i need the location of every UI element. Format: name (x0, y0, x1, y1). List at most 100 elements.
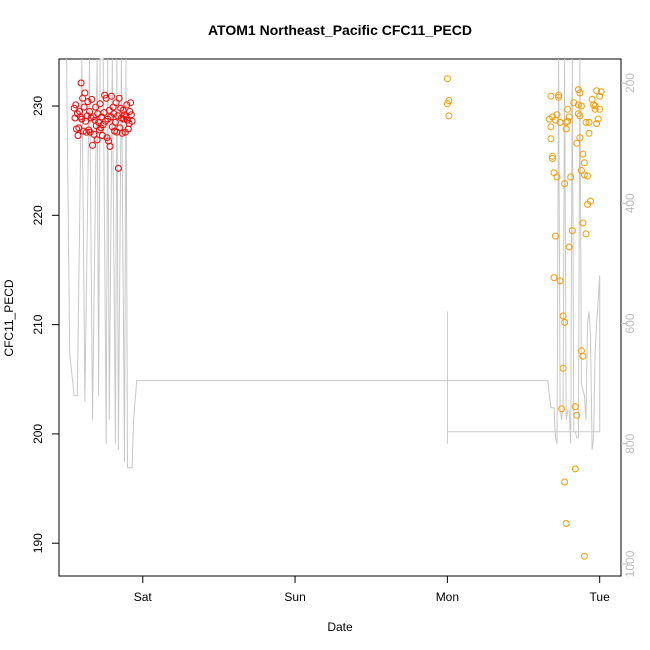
data-point-red (86, 128, 94, 136)
data-point-orange (579, 352, 587, 360)
data-point-orange (582, 118, 590, 126)
depth-line-layer (66, 58, 601, 469)
data-point-orange (445, 97, 453, 104)
plot-box (58, 58, 622, 577)
y-axis-label: CFC11_PECD (2, 279, 16, 356)
data-point-red (126, 108, 134, 115)
data-point-orange (547, 135, 555, 143)
data-point-orange (564, 117, 572, 125)
data-point-orange (579, 150, 587, 158)
data-point-red (95, 126, 103, 134)
data-point-red (127, 111, 135, 119)
data-point-orange (562, 118, 570, 126)
data-point-orange (580, 159, 588, 167)
data-point-orange (580, 171, 588, 179)
data-point-orange (549, 152, 556, 160)
data-point-orange (596, 105, 604, 113)
y-tick-label: 230 (31, 96, 45, 116)
y-tick-label: 200 (31, 424, 45, 444)
data-point-orange (577, 102, 585, 110)
data-point-orange (558, 405, 566, 413)
data-point-orange (582, 230, 590, 238)
data-point-orange (555, 93, 563, 101)
data-point-red (80, 103, 88, 111)
data-point-red (115, 94, 123, 102)
x-tick-label: Sun (284, 590, 305, 604)
data-point-orange (580, 552, 588, 560)
data-point-orange (591, 105, 599, 113)
data-point-red (78, 115, 86, 123)
data-point-orange (591, 102, 599, 110)
data-point-orange (559, 364, 567, 372)
data-point-orange (562, 125, 570, 133)
data-point-red (75, 124, 83, 132)
data-point-orange (550, 169, 558, 177)
right-axis: 200 400 600 800 1000 (621, 73, 637, 577)
data-point-orange (579, 219, 587, 227)
right-tick-label: 800 (623, 433, 637, 453)
data-point-orange (576, 134, 584, 142)
data-point-orange (574, 110, 582, 118)
y-tick-label: 190 (31, 533, 45, 553)
data-point-orange (573, 139, 581, 147)
data-point-red (106, 142, 114, 150)
data-point-orange (443, 100, 451, 108)
data-point-orange (594, 115, 602, 123)
data-point-orange (556, 277, 564, 285)
data-point-orange (585, 129, 593, 137)
data-point-red (72, 101, 80, 109)
points-layer (70, 75, 605, 560)
data-point-orange (593, 120, 601, 127)
data-point-red (90, 130, 98, 138)
data-point-red (89, 141, 96, 149)
data-point-orange (552, 232, 559, 240)
data-point-orange (443, 75, 451, 83)
data-point-red (124, 116, 131, 124)
data-point-orange (553, 111, 561, 119)
data-point-orange (553, 173, 561, 181)
data-point-red (114, 164, 122, 172)
data-point-red (77, 79, 85, 87)
data-point-orange (576, 112, 584, 120)
data-point-red (101, 91, 109, 99)
data-point-red (74, 132, 82, 139)
data-point-orange (596, 92, 604, 100)
data-point-orange (559, 312, 567, 320)
data-point-red (88, 95, 96, 103)
data-point-red (118, 129, 126, 137)
data-point-red (123, 101, 131, 109)
data-point-red (84, 98, 92, 106)
data-point-red (70, 104, 78, 112)
data-point-red (82, 128, 90, 136)
data-point-orange (562, 520, 570, 527)
data-point-orange (547, 92, 555, 100)
y-tick-label: 220 (31, 205, 45, 225)
data-point-orange (585, 118, 593, 126)
data-point-red (79, 127, 87, 135)
data-point-orange (550, 274, 558, 282)
chart-title: ATOM1 Northeast_Pacific CFC11_PECD (208, 22, 472, 38)
data-point-red (128, 117, 136, 125)
data-point-orange (571, 465, 579, 473)
data-point-red (117, 104, 125, 112)
data-point-orange (574, 86, 582, 94)
data-point-orange (549, 155, 556, 162)
data-point-red (93, 136, 101, 144)
data-point-red (110, 110, 118, 118)
right-tick-label: 200 (623, 73, 637, 93)
data-point-orange (561, 478, 569, 486)
data-point-orange (597, 88, 605, 96)
data-point-orange (576, 89, 584, 97)
data-point-orange (567, 173, 575, 181)
depth-line (66, 58, 601, 469)
data-point-red (92, 103, 100, 111)
data-point-orange (445, 112, 453, 120)
data-point-orange (555, 91, 563, 99)
data-point-red (127, 99, 135, 107)
data-point-orange (593, 87, 601, 95)
y-axis: 190 200 210 220 230 (31, 96, 59, 553)
right-tick-label: 1000 (623, 550, 637, 577)
data-point-orange (574, 101, 582, 109)
x-tick-label: Mon (436, 590, 459, 604)
